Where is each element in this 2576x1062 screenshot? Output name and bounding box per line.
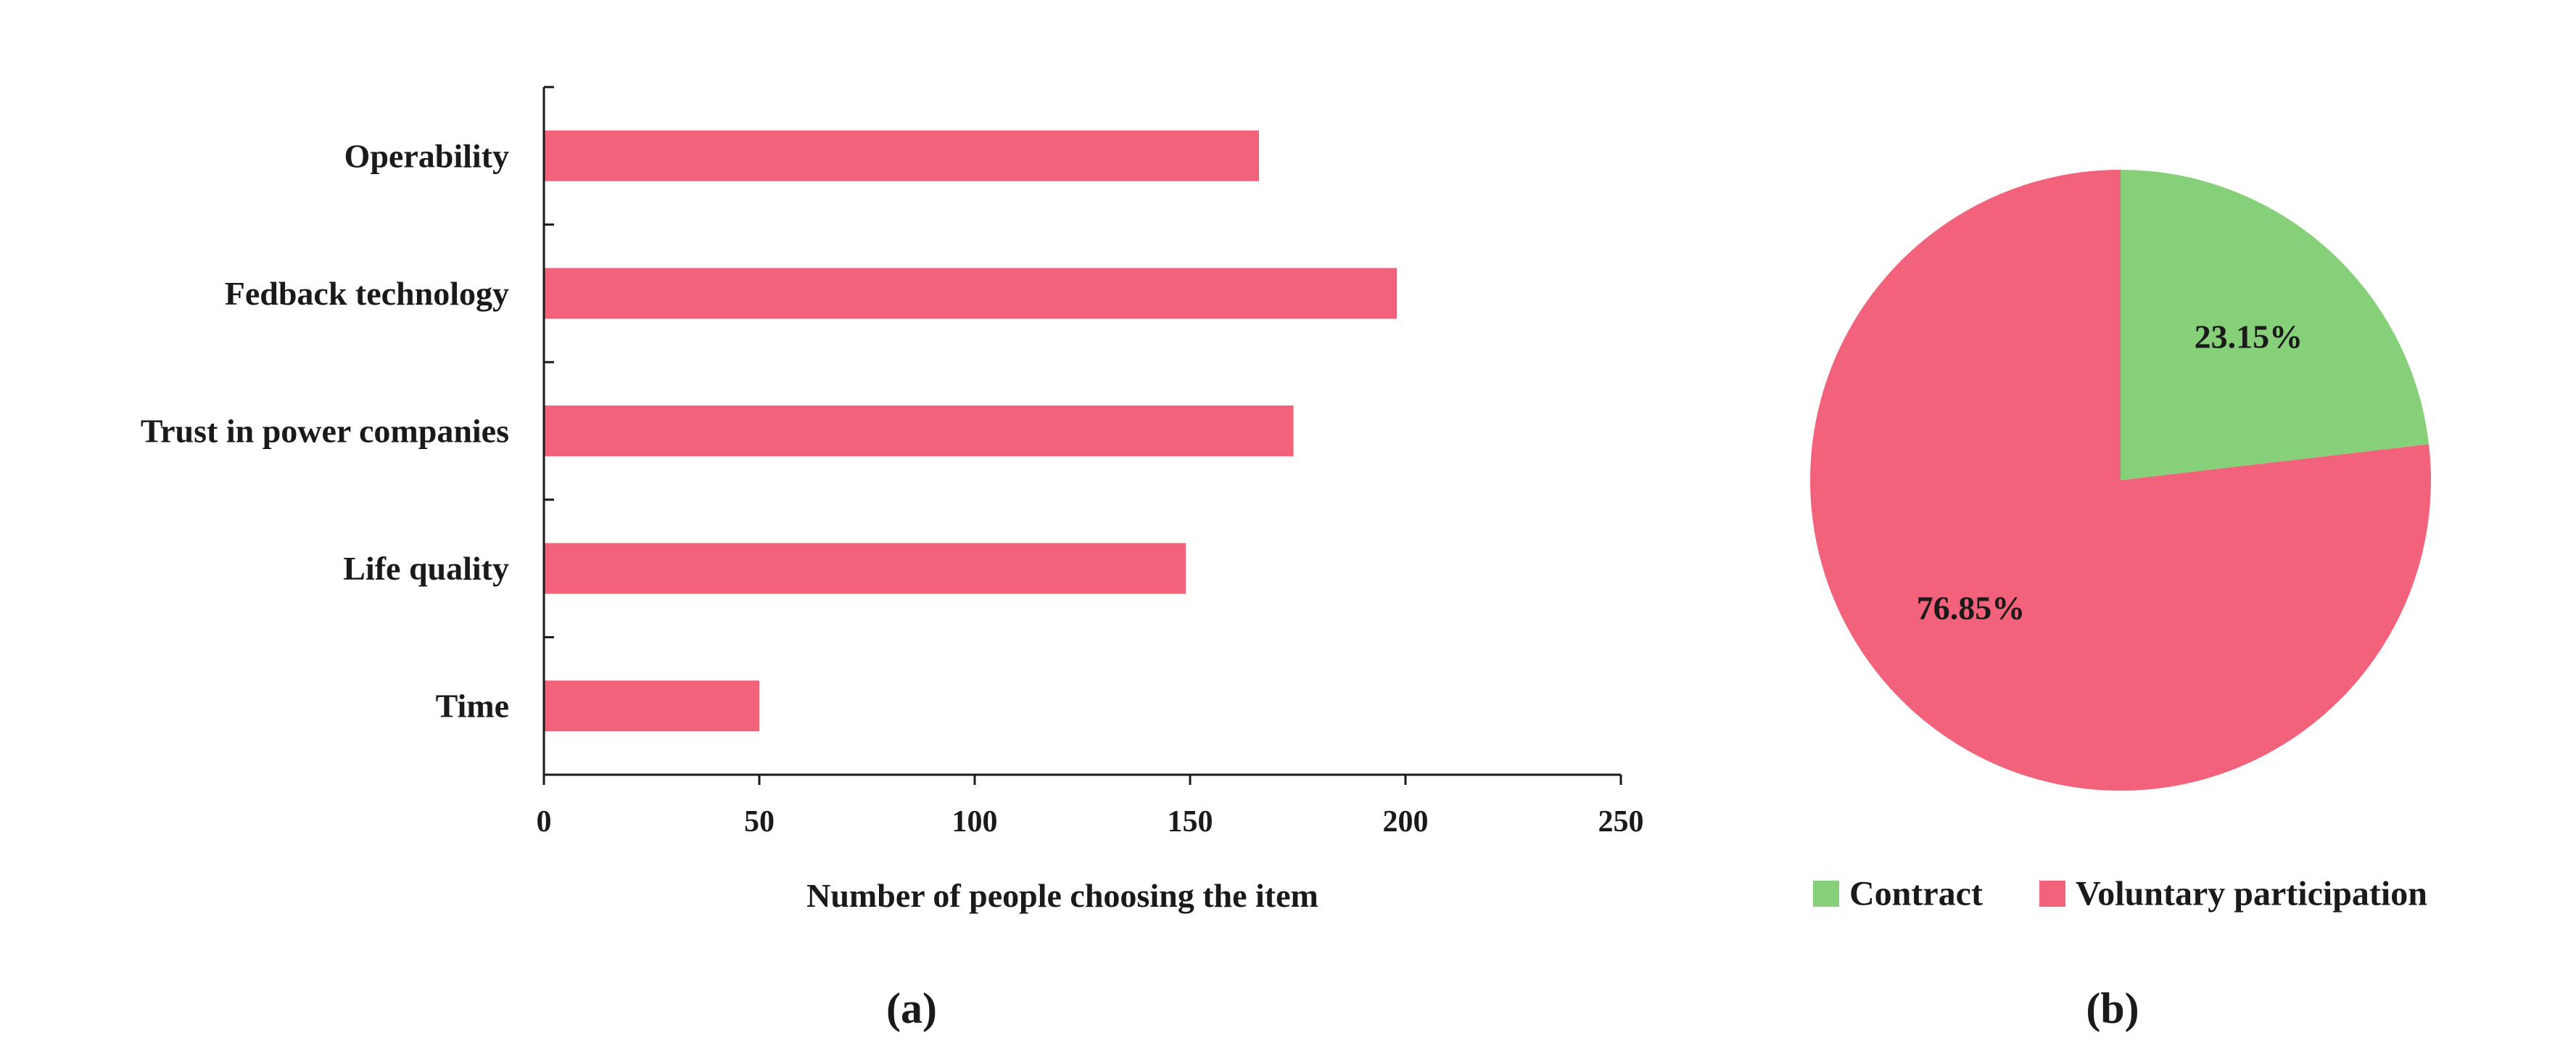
bar-fedback-technology [544,268,1398,319]
x-tick-label: 50 [744,805,775,839]
pie-legend: Contract Voluntary participation [1813,875,2427,913]
bars-layer [544,130,1398,732]
pie-labels: 23.15% 76.85% [1917,318,2303,626]
category-labels: Operability Fedback technology Trust in po… [141,137,509,724]
pie-slices [1810,170,2431,791]
x-tick-label: 150 [1168,805,1213,839]
pie-slice-contract [2121,170,2430,480]
x-tick-label: 200 [1383,805,1429,839]
bar-trust-in-power-companies [544,406,1294,456]
bar-time [544,680,759,732]
pie-chart: 23.15% 76.85% Contract Voluntary participa… [1810,170,2431,1032]
bar-operability [544,130,1260,181]
x-tick-label: 0 [537,805,552,839]
legend-swatch [2039,881,2065,907]
x-tick-label: 100 [952,805,998,839]
category-label: Time [436,688,509,725]
panel-label-a: (a) [886,984,937,1032]
pie-label: 23.15% [2195,318,2303,355]
bar-life-quality [544,543,1186,594]
category-label: Trust in power companies [141,413,509,450]
legend-swatch [1813,881,1839,907]
bar-chart: Operability Fedback technology Trust in po… [141,86,1644,1032]
x-tick-label: 250 [1598,805,1644,839]
category-label: Fedback technology [225,275,509,312]
legend-label: Contract [1849,875,1983,913]
category-label: Life quality [343,550,509,587]
category-label: Operability [344,137,509,174]
x-axis-ticks: 0 50 100 150 200 250 [537,86,1644,839]
x-axis-title: Number of people choosing the item [806,877,1318,914]
pie-slice-voluntary-participation [1810,170,2431,791]
legend-label: Voluntary participation [2076,875,2427,913]
panel-label-b: (b) [2086,984,2139,1032]
pie-label: 76.85% [1917,589,2026,626]
